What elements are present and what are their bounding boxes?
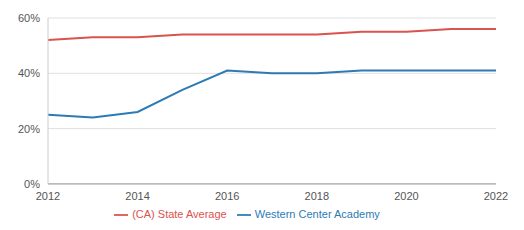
svg-text:2022: 2022: [484, 190, 508, 202]
svg-text:60%: 60%: [18, 12, 40, 24]
svg-text:40%: 40%: [18, 67, 40, 79]
svg-text:20%: 20%: [18, 123, 40, 135]
html-text:Western Center Academy: Western Center Academy: [254, 207, 380, 220]
svg-text:2016: 2016: [215, 190, 239, 202]
html-text:(CA) State Average: (CA) State Average: [132, 207, 227, 220]
svg-text:2014: 2014: [125, 190, 149, 202]
svg-text:2018: 2018: [305, 190, 329, 202]
svg-text:2012: 2012: [36, 190, 60, 202]
svg-text:0%: 0%: [24, 178, 40, 190]
svg-text:2020: 2020: [394, 190, 418, 202]
